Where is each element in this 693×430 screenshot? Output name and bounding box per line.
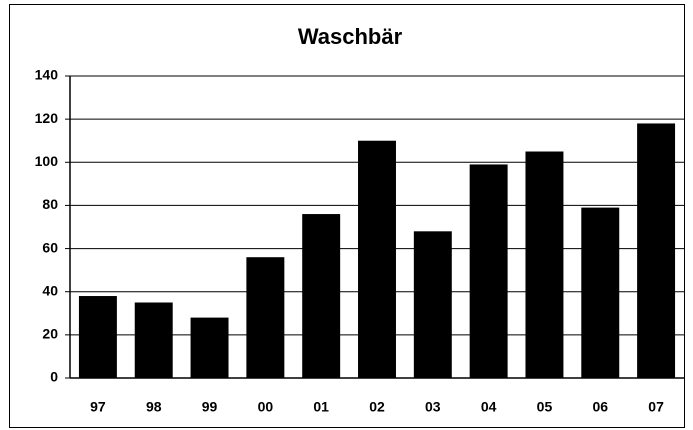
bar [525, 151, 564, 378]
bar [302, 214, 341, 378]
x-tick-label: 97 [90, 399, 106, 415]
x-tick-label: 98 [146, 399, 162, 415]
bar [469, 164, 508, 378]
y-tick-label: 40 [42, 282, 58, 298]
x-tick-label: 07 [648, 399, 664, 415]
bar [413, 231, 452, 378]
x-tick-label: 00 [258, 399, 274, 415]
y-tick-label: 80 [42, 196, 58, 212]
y-tick-label: 60 [42, 239, 58, 255]
chart-title: Waschbär [298, 24, 403, 49]
y-tick-label: 20 [42, 326, 58, 342]
bar [358, 140, 396, 378]
bar [581, 207, 620, 378]
bar [190, 317, 229, 378]
x-tick-label: 99 [202, 399, 218, 415]
y-tick-label: 120 [35, 110, 59, 126]
y-tick-label: 0 [50, 369, 58, 385]
bar [134, 302, 173, 378]
x-tick-label: 05 [537, 399, 553, 415]
x-tick-label: 04 [481, 399, 497, 415]
bar [637, 123, 676, 378]
y-tick-label: 100 [35, 153, 59, 169]
chart-frame [9, 4, 685, 428]
bar [246, 257, 285, 378]
y-tick-label: 140 [35, 67, 59, 83]
x-tick-label: 01 [313, 399, 329, 415]
x-tick-label: 02 [369, 399, 385, 415]
bar [78, 296, 117, 378]
x-tick-label: 06 [592, 399, 608, 415]
x-tick-label: 03 [425, 399, 441, 415]
